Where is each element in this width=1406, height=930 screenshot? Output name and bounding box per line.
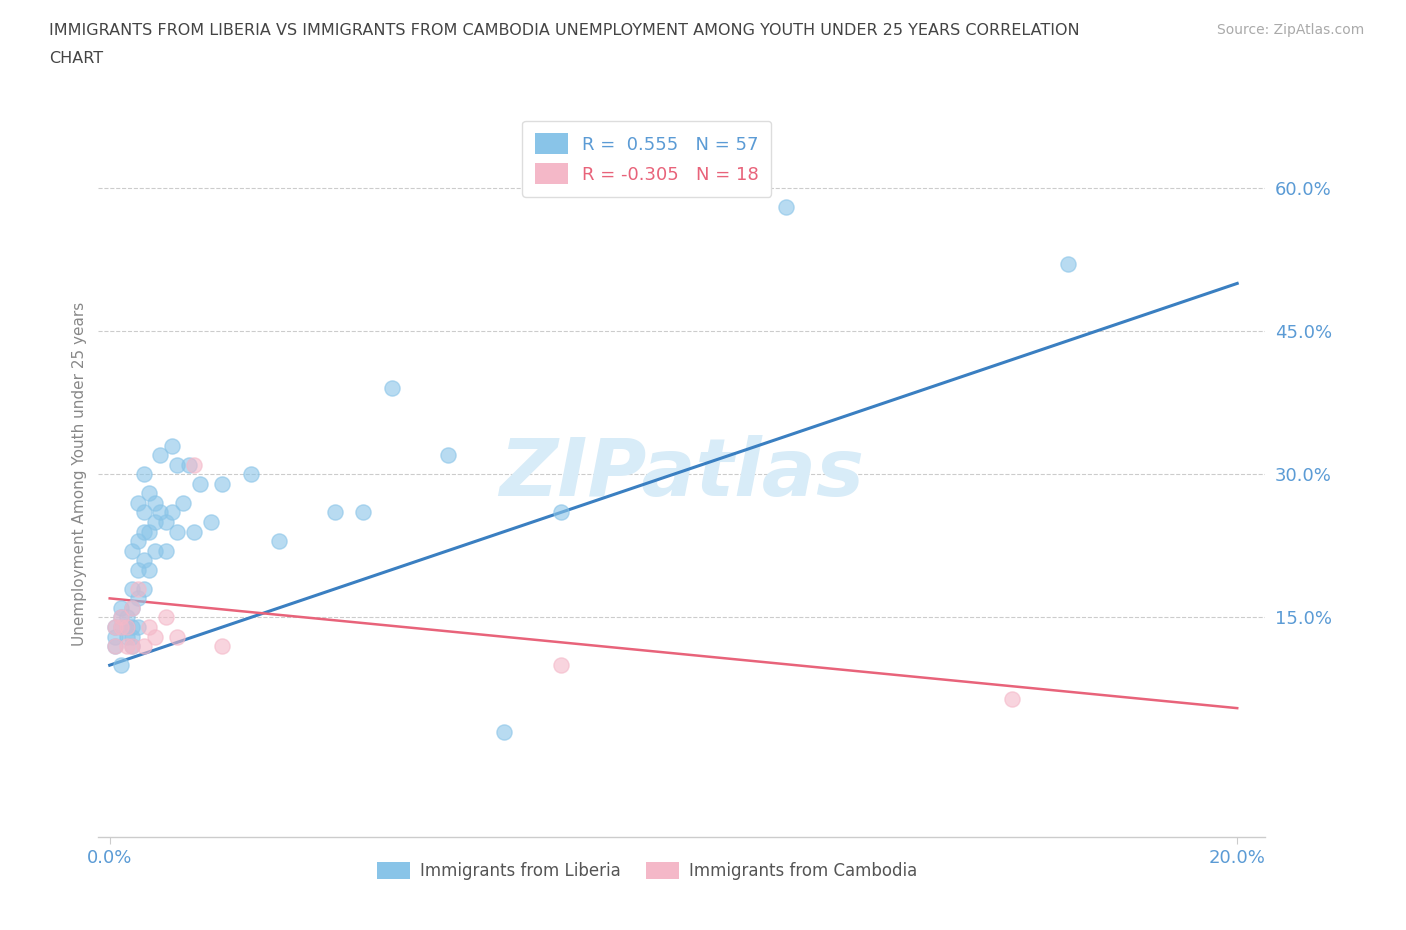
Point (166, 458, 188, 472)
Text: IMMIGRANTS FROM LIBERIA VS IMMIGRANTS FROM CAMBODIA UNEMPLOYMENT AMONG YOUTH UND: IMMIGRANTS FROM LIBERIA VS IMMIGRANTS FR… (49, 23, 1080, 38)
Point (177, 458, 200, 472)
Point (132, 505, 155, 520)
Point (121, 639, 143, 654)
Point (115, 619, 138, 634)
Point (550, 505, 572, 520)
Point (121, 601, 143, 616)
Point (127, 591, 149, 605)
Point (160, 438, 183, 453)
Point (127, 496, 149, 511)
Point (127, 619, 149, 634)
Point (115, 619, 138, 634)
Point (267, 534, 290, 549)
Point (172, 496, 194, 511)
Point (104, 639, 127, 654)
Point (115, 629, 138, 644)
Point (143, 496, 166, 511)
Point (143, 543, 166, 558)
Point (138, 619, 160, 634)
Point (155, 543, 177, 558)
Point (132, 552, 155, 567)
Point (437, 447, 460, 462)
Point (121, 581, 143, 596)
Point (138, 525, 160, 539)
Point (188, 476, 211, 491)
Point (1057, 257, 1080, 272)
Point (550, 658, 572, 672)
Point (104, 619, 127, 634)
Point (132, 581, 155, 596)
Point (211, 476, 233, 491)
Legend: Immigrants from Liberia, Immigrants from Cambodia: Immigrants from Liberia, Immigrants from… (370, 856, 924, 886)
Point (127, 563, 149, 578)
Point (183, 525, 205, 539)
Point (183, 458, 205, 472)
Point (132, 525, 155, 539)
Text: ZIPatlas: ZIPatlas (499, 435, 865, 513)
Point (352, 505, 374, 520)
Point (121, 543, 143, 558)
Point (381, 381, 404, 396)
Point (1001, 691, 1024, 706)
Point (166, 525, 188, 539)
Point (110, 610, 132, 625)
Point (138, 563, 160, 578)
Point (110, 619, 132, 634)
Point (110, 658, 132, 672)
Point (155, 610, 177, 625)
Point (160, 505, 183, 520)
Point (115, 610, 138, 625)
Point (110, 601, 132, 616)
Point (132, 467, 155, 482)
Point (115, 639, 138, 654)
Point (200, 514, 222, 529)
Point (239, 467, 262, 482)
Point (166, 629, 188, 644)
Point (132, 639, 155, 654)
Point (110, 619, 132, 634)
Point (149, 447, 172, 462)
Point (211, 639, 233, 654)
Point (775, 200, 797, 215)
Point (104, 629, 127, 644)
Point (138, 486, 160, 501)
Point (149, 505, 172, 520)
Y-axis label: Unemployment Among Youth under 25 years: Unemployment Among Youth under 25 years (72, 302, 87, 646)
Point (143, 514, 166, 529)
Point (127, 534, 149, 549)
Point (121, 619, 143, 634)
Point (143, 629, 166, 644)
Point (115, 619, 138, 634)
Point (121, 639, 143, 654)
Point (323, 505, 346, 520)
Point (104, 619, 127, 634)
Point (121, 601, 143, 616)
Point (155, 514, 177, 529)
Text: Source: ZipAtlas.com: Source: ZipAtlas.com (1216, 23, 1364, 37)
Point (110, 610, 132, 625)
Point (494, 724, 516, 739)
Text: CHART: CHART (49, 51, 103, 66)
Point (104, 639, 127, 654)
Point (121, 629, 143, 644)
Point (127, 581, 149, 596)
